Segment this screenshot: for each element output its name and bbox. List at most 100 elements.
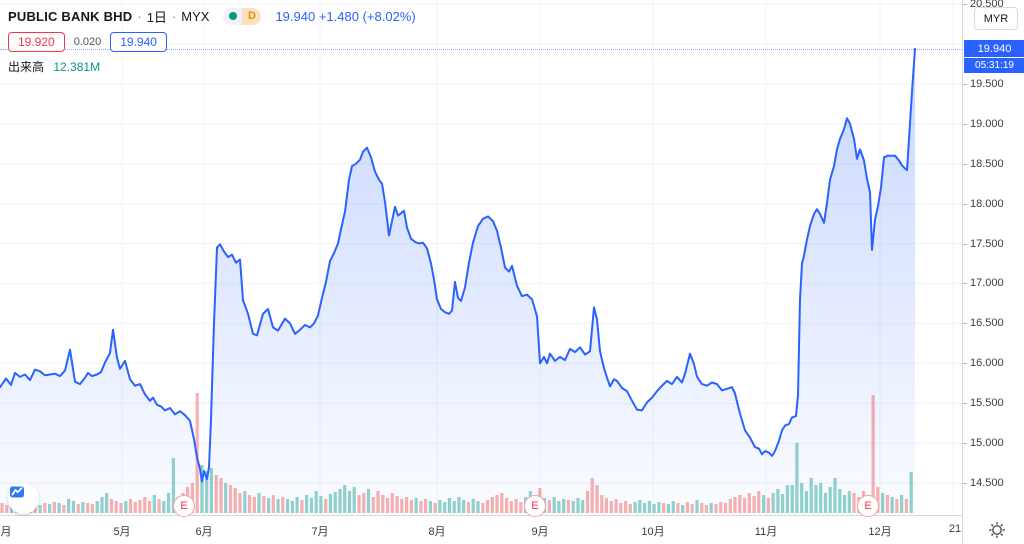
volume-bar bbox=[628, 504, 632, 513]
area-fill bbox=[0, 48, 915, 515]
time-axis[interactable]: 月 5月 6月 7月 8月 9月 10月 11月 12月 21 bbox=[0, 515, 962, 544]
volume-bar bbox=[247, 495, 252, 513]
price-axis[interactable]: 20.500 19.500 19.000 18.500 18.000 17.500 17.0… bbox=[962, 0, 1024, 544]
gear-icon[interactable] bbox=[988, 521, 1006, 539]
volume-bar bbox=[662, 503, 666, 513]
volume-bar bbox=[386, 498, 390, 513]
time-axis-label: 5月 bbox=[113, 526, 131, 538]
volume-bar bbox=[462, 500, 466, 513]
volume-bar bbox=[362, 493, 366, 513]
chart-logo-button[interactable] bbox=[8, 483, 39, 514]
volume-bar bbox=[814, 485, 818, 513]
volume-bar bbox=[9, 506, 14, 513]
volume-bar bbox=[300, 500, 304, 513]
price-axis-label: 16.500 bbox=[970, 317, 1004, 329]
volume-bar bbox=[305, 495, 309, 513]
volume-bar bbox=[676, 503, 680, 513]
volume-bar bbox=[695, 500, 699, 513]
market-status-badge[interactable]: D bbox=[223, 7, 262, 25]
volume-bar bbox=[771, 493, 775, 513]
volume-bar bbox=[409, 500, 413, 513]
price-axis-tick bbox=[963, 323, 967, 324]
volume-bar bbox=[319, 496, 323, 513]
volume-bar bbox=[109, 499, 114, 513]
volume-bar bbox=[238, 493, 242, 513]
volume-bar bbox=[647, 501, 651, 513]
volume-bar bbox=[105, 493, 109, 513]
volume-bar bbox=[390, 493, 394, 513]
volume-bar bbox=[481, 503, 485, 513]
volume-bar bbox=[900, 495, 904, 513]
price-axis-tick bbox=[963, 403, 967, 404]
price-chart-pane[interactable]: E E E PUBLIC BANK BHD · 1日 · MYX D 19.940 … bbox=[0, 0, 962, 517]
volume-bar bbox=[604, 498, 609, 513]
volume-bar bbox=[328, 494, 332, 513]
volume-bar bbox=[224, 483, 228, 513]
volume-bar bbox=[890, 497, 894, 513]
separator-dot: · bbox=[171, 8, 177, 24]
volume-bar bbox=[286, 499, 290, 513]
earnings-marker[interactable]: E bbox=[857, 495, 879, 517]
bar-countdown-tag: 05:31:19 bbox=[964, 58, 1024, 73]
volume-bar bbox=[81, 502, 85, 513]
volume-bar bbox=[562, 499, 566, 513]
volume-bar bbox=[505, 498, 509, 513]
earnings-marker[interactable]: E bbox=[173, 495, 195, 517]
price-axis-label: 17.500 bbox=[970, 238, 1004, 250]
volume-bar bbox=[585, 491, 590, 513]
sell-price-button[interactable]: 19.920 bbox=[8, 31, 65, 52]
last-price-dotted-line bbox=[0, 49, 962, 50]
volume-bar bbox=[352, 487, 356, 513]
price-axis-label: 18.500 bbox=[970, 158, 1004, 170]
volume-bar bbox=[405, 497, 409, 513]
volume-bar bbox=[38, 505, 42, 513]
volume-bar bbox=[157, 499, 161, 513]
volume-bar bbox=[428, 501, 432, 513]
volume-bar bbox=[233, 488, 237, 513]
price-axis-tick bbox=[963, 244, 967, 245]
volume-bar bbox=[838, 489, 842, 513]
spread-value: 0.020 bbox=[73, 35, 102, 48]
volume-bar bbox=[333, 492, 337, 513]
volume-bar bbox=[904, 499, 908, 513]
volume-bar bbox=[781, 494, 785, 513]
volume-bar bbox=[381, 495, 385, 513]
volume-bar bbox=[762, 495, 766, 513]
earnings-marker[interactable]: E bbox=[524, 495, 546, 517]
time-axis-label: 11月 bbox=[754, 526, 778, 538]
last-price-tag: 19.940 bbox=[964, 40, 1024, 57]
volume-bar bbox=[395, 496, 399, 513]
exchange-label[interactable]: MYX bbox=[181, 8, 210, 24]
volume-bar bbox=[90, 504, 94, 513]
volume-bar bbox=[324, 499, 328, 513]
interval-label[interactable]: 1日 bbox=[146, 9, 167, 25]
volume-bar bbox=[547, 500, 551, 513]
volume-bar bbox=[209, 468, 213, 513]
volume-bar bbox=[552, 497, 556, 513]
volume-bar bbox=[909, 472, 913, 513]
volume-bar bbox=[343, 485, 347, 513]
time-axis-label: 12月 bbox=[868, 526, 892, 538]
volume-bar bbox=[243, 491, 247, 513]
volume-bar bbox=[652, 504, 656, 513]
buy-price-button[interactable]: 19.940 bbox=[110, 31, 167, 52]
symbol-title[interactable]: PUBLIC BANK BHD bbox=[8, 8, 133, 24]
price-axis-label: 15.500 bbox=[970, 397, 1004, 409]
volume-bar bbox=[252, 497, 256, 513]
volume-bar bbox=[48, 504, 52, 513]
volume-bar bbox=[457, 497, 461, 513]
time-axis-label: 10月 bbox=[641, 526, 665, 538]
volume-bar bbox=[5, 505, 9, 513]
market-open-dot-icon bbox=[228, 12, 237, 20]
volume-bar bbox=[576, 498, 580, 513]
volume-bar bbox=[295, 497, 299, 513]
currency-button[interactable]: MYR bbox=[974, 7, 1018, 30]
volume-bar bbox=[852, 493, 856, 513]
volume-bar bbox=[95, 501, 99, 513]
volume-bar bbox=[895, 499, 899, 513]
volume-bar bbox=[290, 501, 294, 513]
price-axis-tick bbox=[963, 483, 967, 484]
volume-bar bbox=[400, 499, 404, 513]
volume-bar bbox=[885, 495, 889, 513]
volume-bar bbox=[466, 502, 471, 513]
